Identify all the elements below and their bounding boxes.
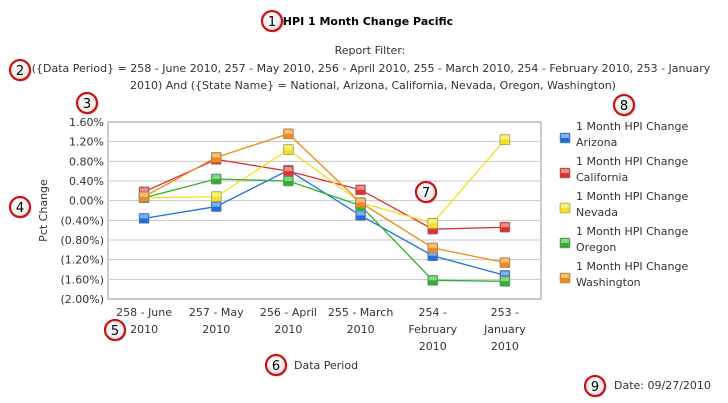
plot-area: 1.60% 1.20% 0.80% 0.40% 0.00% (0.40%) (0.80%) (… [37, 116, 542, 372]
y-tick-label: (0.40%) [60, 214, 104, 227]
callout-marker: 8 [612, 93, 636, 117]
y-tick-label: (1.60%) [60, 273, 104, 286]
data-point [355, 197, 366, 208]
data-point [210, 173, 222, 185]
callout-number: 4 [16, 201, 24, 216]
data-point [499, 275, 511, 287]
series-line [143, 158, 505, 230]
callout-number: 7 [422, 186, 430, 201]
y-tick-label: (1.20%) [60, 254, 104, 267]
legend-swatch [559, 272, 571, 284]
data-point [210, 191, 222, 203]
legend-label: 1 Month HPI Change [576, 260, 688, 273]
callout-number: 9 [591, 380, 599, 395]
y-tick-label: 1.60% [69, 116, 104, 129]
legend-label: 1 Month HPI Change [576, 120, 688, 133]
x-tick-label: 254 -February 2010 [408, 306, 457, 353]
y-tick-label: (0.80%) [60, 234, 104, 247]
callout-number: 3 [83, 97, 91, 112]
data-point [210, 152, 222, 163]
callout-number: 1 [268, 15, 276, 30]
report-date: Date: 09/27/2010 [614, 379, 711, 392]
callout-marker: 3 [75, 91, 99, 115]
legend-label: 1 Month HPI Change [576, 155, 688, 168]
y-tick-label: 0.00% [69, 195, 104, 208]
data-point [355, 210, 366, 221]
report-filter-line-2: 2010) And ({State Name} = National, Ariz… [130, 79, 616, 92]
x-tick-label: 255 - March 2010 [328, 306, 394, 336]
data-point [499, 134, 511, 145]
data-point [283, 175, 294, 187]
legend-swatch [559, 167, 571, 179]
callout-marker: 6 [264, 353, 288, 377]
data-point [283, 144, 294, 155]
data-point [427, 242, 439, 254]
legend-label: 1 Month HPI Change [576, 190, 688, 203]
callout-marker: 4 [8, 195, 32, 219]
data-point [283, 128, 294, 140]
report-filter-heading: Report Filter: [335, 44, 406, 57]
series-line [143, 178, 505, 282]
legend-item: 1 Month HPI Change Nevada [559, 190, 688, 219]
data-point [427, 217, 439, 229]
x-tick-label: 256 - April 2010 [260, 306, 317, 336]
legend-label: Arizona [576, 136, 617, 149]
legend-label: 1 Month HPI Change [576, 225, 688, 238]
legend-item: 1 Month HPI Change Washington [559, 260, 688, 289]
callout-marker: 9 [583, 374, 607, 398]
data-point [499, 257, 511, 268]
y-tick-label: (2.00%) [60, 293, 104, 306]
data-point [283, 165, 294, 177]
x-axis-title: Data Period [294, 359, 358, 372]
x-tick-label: 258 - June 2010 [116, 306, 172, 336]
y-axis-title: Pct Change [37, 179, 50, 242]
callout-number: 6 [272, 359, 280, 374]
x-tick-label: 257 - May 2010 [189, 306, 244, 336]
y-tick-label: 0.80% [69, 155, 104, 168]
data-point [138, 191, 150, 203]
callout-marker: 7 [414, 180, 438, 204]
legend-label: Washington [576, 276, 641, 289]
plot-frame [107, 121, 542, 300]
callout-number: 8 [620, 99, 628, 114]
data-point [355, 184, 366, 196]
data-point [210, 201, 222, 212]
data-point [499, 221, 511, 233]
x-tick-label: 253 -January 2010 [483, 306, 526, 353]
legend-item: 1 Month HPI Change Arizona [559, 120, 688, 149]
chart-title: HPI 1 Month Change Pacific [283, 15, 453, 28]
callout-number: 2 [16, 64, 24, 79]
data-point [427, 275, 439, 286]
legend-swatch [559, 202, 571, 214]
callout-marker: 2 [8, 58, 32, 82]
legend-label: Nevada [576, 206, 618, 219]
series-line [144, 139, 506, 225]
legend-label: California [576, 171, 628, 184]
y-tick-label: 1.20% [69, 136, 104, 149]
series-line [143, 133, 506, 264]
legend-item: 1 Month HPI Change Oregon [559, 225, 688, 254]
callout-marker: 5 [103, 318, 127, 342]
data-point [138, 213, 150, 224]
legend-item: 1 Month HPI Change California [559, 155, 688, 184]
callout-number: 5 [111, 324, 119, 339]
report-filter-line-1: ({Data Period} = 258 - June 2010, 257 - … [32, 62, 711, 75]
callout-markers: 1 2 3 4 5 6 7 8 9 [8, 9, 636, 398]
y-tick-label: 0.40% [69, 175, 104, 188]
legend-label: Oregon [576, 241, 616, 254]
callout-marker: 1 [260, 9, 284, 33]
legend-swatch [559, 132, 571, 144]
legend-swatch [559, 237, 571, 249]
